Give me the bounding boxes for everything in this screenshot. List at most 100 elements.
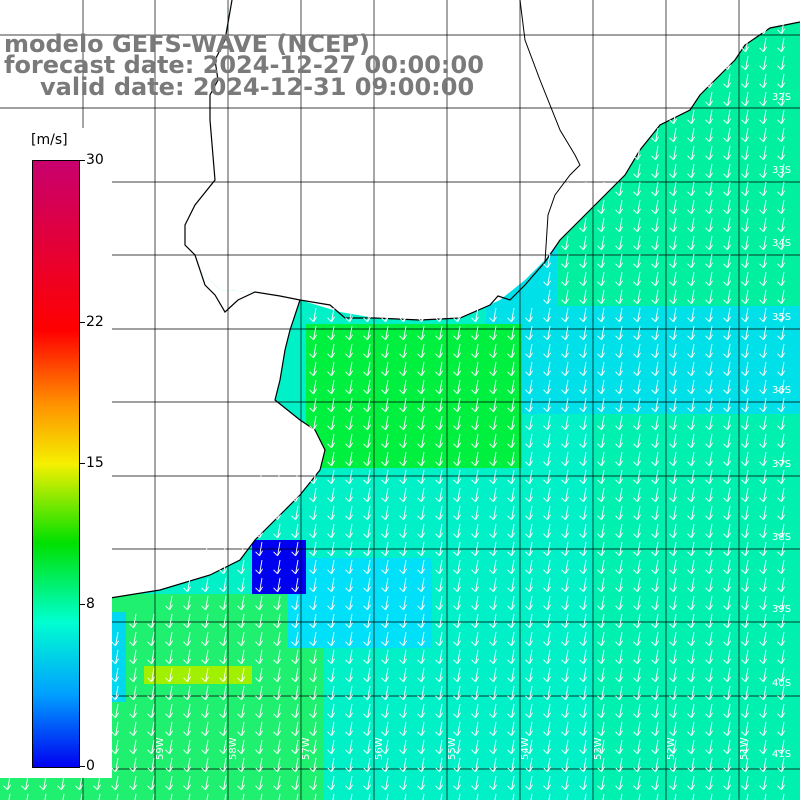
longitude-label: 54W — [520, 737, 531, 760]
wind-arrow — [453, 307, 461, 323]
wind-arrow — [543, 487, 551, 503]
wind-arrow — [705, 199, 713, 215]
longitude-label: 56W — [374, 737, 385, 760]
wind-arrow — [741, 325, 749, 341]
latitude-label: 34S — [772, 238, 791, 249]
wind-arrow — [363, 325, 371, 341]
wind-arrow — [561, 775, 569, 791]
wind-arrow — [417, 595, 425, 611]
wind-arrow — [777, 91, 785, 107]
wind-arrow — [471, 613, 479, 629]
wind-arrow — [615, 667, 623, 683]
field-cell — [612, 792, 630, 800]
wind-arrow — [687, 343, 695, 359]
wind-arrow — [705, 37, 713, 53]
wind-arrow — [309, 577, 317, 593]
wind-arrow — [633, 91, 641, 107]
wind-arrow — [399, 559, 407, 575]
wind-arrow — [777, 433, 785, 449]
wind-arrow — [471, 451, 479, 467]
wind-arrow — [579, 289, 587, 305]
wind-arrow — [651, 487, 659, 503]
wind-arrow — [579, 739, 587, 755]
wind-arrow — [435, 451, 443, 467]
longitude-label: 52W — [666, 737, 677, 760]
wind-arrow — [615, 271, 623, 287]
wind-arrow — [579, 199, 587, 215]
wind-arrow — [183, 757, 191, 773]
wind-arrow — [381, 721, 389, 737]
wind-arrow — [165, 739, 173, 755]
wind-arrow — [291, 685, 299, 701]
wind-arrow — [453, 343, 461, 359]
wind-arrow — [255, 649, 263, 665]
wind-arrow — [237, 613, 245, 629]
wind-arrow — [759, 577, 767, 593]
wind-arrow — [165, 757, 173, 773]
wind-arrow — [741, 451, 749, 467]
wind-arrow — [327, 505, 335, 521]
wind-arrow — [669, 505, 677, 521]
wind-arrow — [327, 685, 335, 701]
wind-arrow — [777, 73, 785, 89]
wind-arrow — [669, 289, 677, 305]
wind-arrow — [777, 685, 785, 701]
wind-arrow — [741, 163, 749, 179]
wind-arrow — [579, 361, 587, 377]
wind-arrow — [147, 631, 155, 647]
wind-arrow — [741, 37, 749, 53]
colorbar-tick-label: 8 — [86, 596, 95, 613]
wind-arrow — [741, 289, 749, 305]
wind-arrow — [471, 541, 479, 557]
wind-arrow — [291, 649, 299, 665]
wind-arrow — [525, 523, 533, 539]
field-cell — [792, 576, 800, 594]
wind-arrow — [723, 19, 731, 35]
wind-arrow — [363, 451, 371, 467]
field-cell — [792, 720, 800, 738]
wind-arrow — [741, 595, 749, 611]
wind-arrow — [561, 469, 569, 485]
wind-arrow — [687, 541, 695, 557]
wind-arrow — [255, 577, 263, 593]
wind-arrow — [327, 361, 335, 377]
wind-arrow — [741, 613, 749, 629]
wind-arrow — [705, 109, 713, 125]
wind-arrow — [777, 667, 785, 683]
wind-arrow — [165, 775, 173, 791]
wind-arrow — [489, 559, 497, 575]
wind-arrow — [345, 577, 353, 593]
wind-arrow — [453, 703, 461, 719]
wind-arrow — [597, 199, 605, 215]
wind-arrow — [165, 685, 173, 701]
wind-arrow — [471, 685, 479, 701]
wind-arrow — [723, 631, 731, 647]
field-cell — [792, 522, 800, 540]
field-cell — [108, 792, 126, 800]
wind-arrow — [381, 325, 389, 341]
wind-arrow — [633, 217, 641, 233]
wind-arrow — [759, 73, 767, 89]
wind-arrow — [489, 361, 497, 377]
wind-arrow — [183, 667, 191, 683]
wind-arrow — [417, 361, 425, 377]
wind-arrow — [705, 55, 713, 71]
wind-arrow — [435, 559, 443, 575]
wind-arrow — [417, 325, 425, 341]
wind-arrow — [453, 433, 461, 449]
latitude-label: 40S — [772, 678, 791, 689]
wind-arrow — [669, 109, 677, 125]
wind-arrow — [543, 343, 551, 359]
wind-arrow — [759, 721, 767, 737]
wind-arrow — [309, 487, 317, 503]
wind-arrow — [597, 523, 605, 539]
wind-arrow — [471, 325, 479, 341]
field-cell — [288, 342, 306, 360]
wind-arrow — [543, 703, 551, 719]
wind-arrow — [309, 739, 317, 755]
wind-arrow — [129, 757, 137, 773]
wind-arrow — [777, 631, 785, 647]
wind-arrow — [237, 631, 245, 647]
wind-arrow — [327, 595, 335, 611]
wind-arrow — [651, 271, 659, 287]
